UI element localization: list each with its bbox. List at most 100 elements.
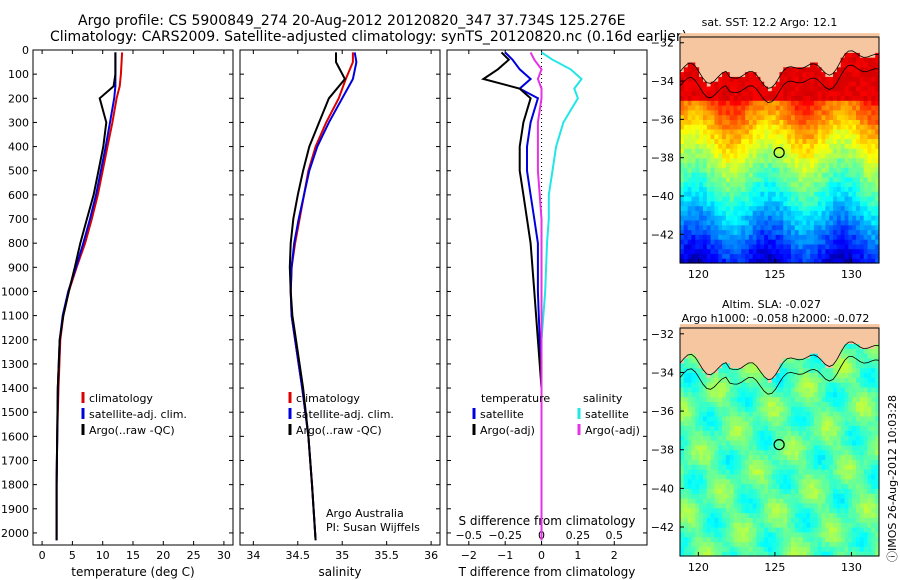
- map-cell: [703, 517, 708, 523]
- map-cell: [699, 338, 704, 344]
- map-cell: [699, 459, 704, 465]
- map-cell: [760, 191, 765, 197]
- map-cell: [722, 52, 727, 58]
- x-axis-label: temperature (deg C): [71, 565, 194, 579]
- map-cell: [836, 239, 842, 245]
- map-cell: [714, 162, 719, 168]
- map-cell: [852, 551, 857, 557]
- profile-panel-1: 0100200300400500600700800900100011001200…: [1, 44, 234, 579]
- map-cell: [848, 128, 853, 135]
- map-cell: [718, 435, 723, 441]
- map-cell: [691, 128, 696, 135]
- map-cell: [760, 133, 765, 140]
- map-cell: [699, 522, 704, 528]
- map-cell: [791, 329, 796, 335]
- map-cell: [752, 425, 758, 431]
- map-cell: [683, 162, 689, 168]
- map-cell: [748, 343, 754, 349]
- map-cell: [733, 512, 738, 518]
- map-cell: [817, 507, 823, 514]
- map-cell: [829, 444, 834, 451]
- map-cell: [810, 71, 815, 77]
- map-cell: [802, 512, 807, 518]
- map-cell: [737, 353, 742, 359]
- map-cell: [825, 353, 830, 359]
- map-cell: [752, 449, 758, 456]
- map-cell: [825, 546, 830, 552]
- map-cell: [771, 478, 777, 485]
- map-cell: [737, 162, 742, 168]
- map-cell: [806, 478, 811, 485]
- map-cell: [760, 33, 765, 39]
- map-cell: [745, 531, 750, 538]
- map-cell: [810, 517, 815, 523]
- map-cell: [813, 531, 819, 538]
- map-cell: [833, 367, 838, 373]
- map-cell: [840, 435, 846, 441]
- map-cell: [844, 61, 849, 68]
- map-cell: [683, 517, 689, 523]
- map-cell: [714, 435, 719, 441]
- map-cell: [718, 172, 723, 178]
- map-cell: [714, 502, 719, 509]
- map-cell: [703, 119, 708, 125]
- map-cell: [760, 90, 765, 96]
- map-cell: [848, 541, 853, 547]
- y-tick-label: −34: [651, 75, 674, 88]
- map-cell: [787, 464, 792, 470]
- map-cell: [687, 186, 693, 192]
- map-cell: [725, 181, 731, 187]
- map-cell: [706, 57, 712, 63]
- map-cell: [718, 425, 723, 431]
- map-cell: [840, 372, 846, 378]
- map-cell: [695, 498, 700, 504]
- map-cell: [859, 119, 865, 125]
- map-cell: [833, 95, 838, 101]
- map-cell: [802, 531, 807, 538]
- map-cell: [863, 138, 869, 144]
- map-cell: [714, 148, 719, 154]
- map-cell: [844, 52, 849, 58]
- map-cell: [718, 196, 723, 202]
- map-cell: [714, 95, 719, 101]
- map-cell: [810, 100, 815, 106]
- map-cell: [691, 551, 696, 557]
- map-cell: [836, 527, 842, 533]
- map-cell: [791, 401, 796, 407]
- map-cell: [752, 85, 758, 92]
- map-cell: [680, 391, 685, 398]
- map-cell: [833, 469, 838, 475]
- map-cell: [802, 157, 807, 164]
- map-cell: [806, 343, 811, 349]
- map-cell: [863, 143, 869, 149]
- map-cell: [825, 541, 830, 547]
- map-cell: [813, 391, 819, 398]
- map-cell: [791, 333, 796, 340]
- map-cell: [806, 224, 811, 231]
- map-cell: [833, 47, 838, 53]
- map-cell: [722, 172, 727, 178]
- map-cell: [760, 219, 765, 226]
- map-cell: [706, 493, 712, 499]
- map-cell: [813, 546, 819, 552]
- map-cell: [791, 517, 796, 523]
- map-cell: [844, 517, 849, 523]
- map-cell: [725, 464, 731, 470]
- map-cell: [737, 546, 742, 552]
- map-cell: [764, 95, 769, 101]
- map-cell: [848, 61, 853, 68]
- map-cell: [710, 243, 715, 250]
- map-cell: [737, 517, 742, 523]
- map-cell: [752, 191, 758, 197]
- y-tick-label: 400: [8, 141, 29, 154]
- map-cell: [764, 536, 769, 543]
- map-cell: [683, 551, 689, 557]
- map-cell: [706, 181, 712, 187]
- map-cell: [737, 386, 742, 393]
- map-cell: [745, 469, 750, 475]
- map-cell: [821, 47, 826, 53]
- map-cell: [840, 109, 846, 116]
- map-cell: [779, 196, 784, 202]
- map-cell: [768, 186, 773, 192]
- map-cell: [821, 329, 826, 335]
